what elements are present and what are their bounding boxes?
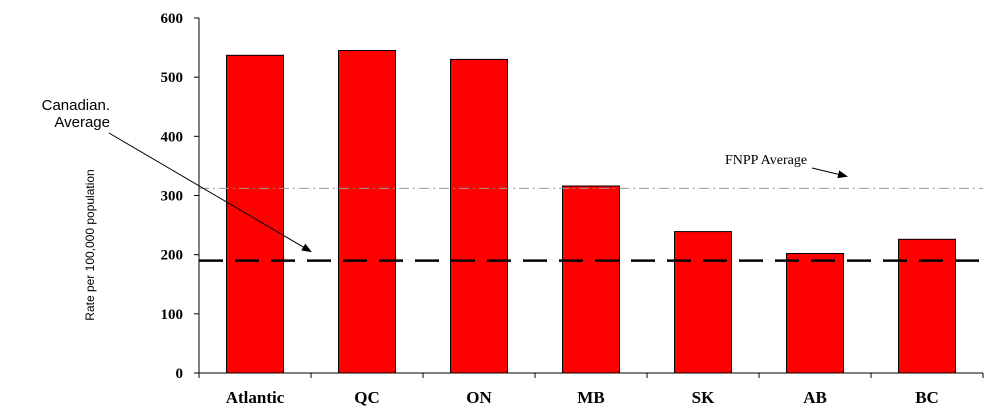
y-axis-label: Rate per 100,000 population <box>83 169 97 320</box>
bar-mb <box>562 185 620 374</box>
fnpp-average-label: FNPP Average <box>725 153 807 168</box>
x-tick-label: ON <box>466 388 492 407</box>
x-tick-label: SK <box>692 388 715 407</box>
x-tick-label: AB <box>803 388 827 407</box>
y-tick-label: 600 <box>161 11 184 27</box>
y-tick-label: 200 <box>161 248 184 264</box>
y-tick-label: 500 <box>161 70 184 86</box>
bar-on <box>450 58 508 374</box>
canadian-average-label: Canadian. Average <box>42 97 110 131</box>
x-tick-label: QC <box>354 388 380 407</box>
bar-sk <box>674 231 732 374</box>
canadian-average-arrow <box>108 132 312 253</box>
bar-qc <box>338 50 396 374</box>
bar-atlantic <box>226 54 284 374</box>
x-tick-label: BC <box>915 388 939 407</box>
bar-ab <box>786 253 844 374</box>
y-tick-label: 300 <box>161 189 184 205</box>
x-tick-label: Atlantic <box>226 388 285 407</box>
fnpp-average-arrow <box>811 167 848 179</box>
y-tick-label: 400 <box>161 129 184 145</box>
y-tick-label: 100 <box>161 307 184 323</box>
y-tick-label: 0 <box>176 366 184 382</box>
x-tick-label: MB <box>577 388 604 407</box>
